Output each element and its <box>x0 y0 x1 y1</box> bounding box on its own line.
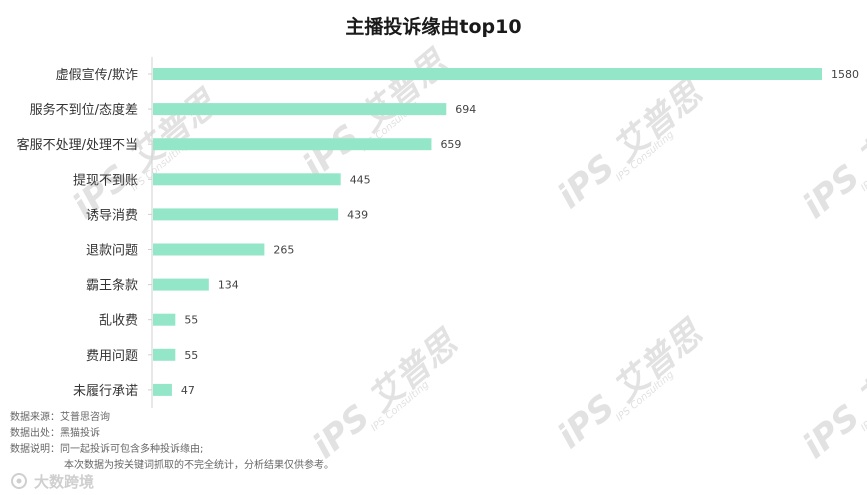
category-label: 诱导消费 <box>86 208 138 223</box>
data-notes: 数据来源：艾普思咨询 数据出处：黑猫投诉 数据说明：同一起投诉可包含多种投诉缘由… <box>10 410 334 474</box>
value-label: 659 <box>440 138 461 151</box>
note-row: 数据说明：同一起投诉可包含多种投诉缘由; <box>10 444 204 455</box>
bar <box>153 278 209 291</box>
value-label: 55 <box>184 349 198 362</box>
category-label: 提现不到账 <box>73 172 138 188</box>
bar <box>153 383 172 396</box>
bar <box>153 208 339 221</box>
bar <box>153 243 265 256</box>
value-label: 265 <box>273 244 294 257</box>
bar <box>153 103 447 116</box>
category-label: 霸王条款 <box>86 278 138 294</box>
note-row: 数据出处：黑猫投诉 <box>10 428 100 439</box>
value-label: 134 <box>218 279 239 292</box>
category-label: 费用问题 <box>86 349 138 364</box>
value-label: 694 <box>455 103 476 116</box>
category-label: 服务不到位/态度差 <box>30 102 138 118</box>
value-label: 445 <box>350 173 371 186</box>
value-label: 55 <box>184 314 198 327</box>
value-label: 47 <box>181 384 195 397</box>
bar <box>153 68 822 80</box>
brand-logo-icon <box>11 473 27 489</box>
bar <box>153 138 432 151</box>
bar <box>153 348 176 361</box>
bar <box>153 313 176 326</box>
category-label: 客服不处理/处理不当 <box>17 137 138 153</box>
category-label: 虚假宣传/欺诈 <box>56 67 138 83</box>
note-row: 数据来源：艾普思咨询 <box>10 412 110 423</box>
note-row: 本次数据为按关键词抓取的不完全统计，分析结果仅供参考。 <box>64 460 334 471</box>
category-label: 乱收费 <box>99 314 138 329</box>
category-label: 退款问题 <box>86 244 138 259</box>
value-label: 1580 <box>831 68 859 81</box>
bar <box>153 173 341 186</box>
chart-title: 主播投诉缘由top10 <box>345 16 522 38</box>
category-label: 未履行承诺 <box>73 384 138 399</box>
brand-mark: 大数跨境 <box>10 471 94 492</box>
value-label: 439 <box>347 208 368 221</box>
